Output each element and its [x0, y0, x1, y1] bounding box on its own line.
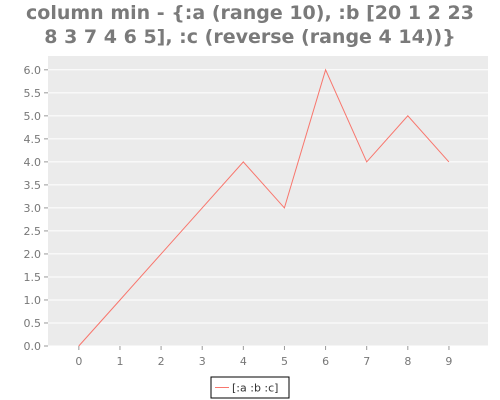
y-tick-label: 5.5	[24, 87, 42, 100]
y-tick-label: 4.0	[24, 156, 42, 169]
plot-area	[48, 56, 488, 346]
series-group	[78, 68, 450, 347]
chart-title-line-1: column min - {:a (range 10), :b [20 1 2 …	[26, 2, 474, 24]
x-tick-label: 5	[281, 355, 288, 368]
y-tick-label: 2.5	[24, 225, 42, 238]
x-tick-label: 1	[116, 355, 123, 368]
y-tick-label: 4.5	[24, 133, 42, 146]
y-tick-label: 6.0	[24, 64, 42, 77]
x-tick-label: 4	[240, 355, 247, 368]
series-line	[78, 68, 450, 347]
x-tick-label: 6	[322, 355, 329, 368]
y-tick-label: 0.5	[24, 317, 42, 330]
y-tick-label: 1.5	[24, 271, 42, 284]
legend-label: [:a :b :c]	[232, 382, 278, 395]
y-tick-label: 3.5	[24, 179, 42, 192]
x-axis: 0 1 2 3 4 5 6 7 8 9	[75, 346, 452, 368]
chart-title-line-2: 8 3 7 4 6 5], :c (reverse (range 4 14))}	[44, 26, 455, 48]
legend: [:a :b :c]	[210, 376, 290, 399]
x-tick-label: 9	[445, 355, 452, 368]
y-axis: 0.0 0.5 1.0 1.5 2.0 2.5 3.0 3.5 4.0 4.5 5.0 5.5 6.0	[24, 64, 48, 353]
x-tick-label: 8	[404, 355, 411, 368]
x-tick-label: 0	[75, 355, 82, 368]
y-tick-label: 3.0	[24, 202, 42, 215]
y-tick-label: 2.0	[24, 248, 42, 261]
x-tick-label: 2	[158, 355, 165, 368]
legend-box	[210, 376, 290, 399]
y-tick-label: 0.0	[24, 340, 42, 353]
x-tick-label: 3	[199, 355, 206, 368]
x-tick-label: 7	[363, 355, 370, 368]
grid-lines	[48, 69, 488, 347]
y-tick-label: 5.0	[24, 110, 42, 123]
y-tick-label: 1.0	[24, 294, 42, 307]
